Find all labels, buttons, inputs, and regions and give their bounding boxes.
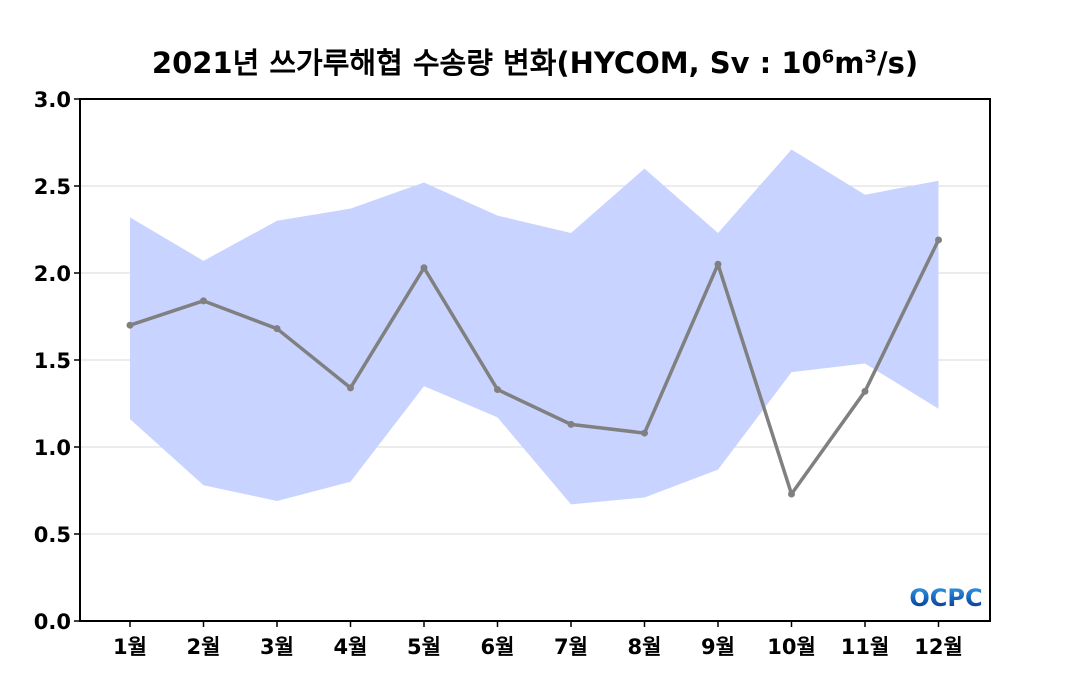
data-point [200,297,207,305]
data-point [347,384,354,392]
title-sup: 6 [821,46,835,68]
x-tick-label: 1월 [113,635,147,659]
title-text-end: /s) [877,46,919,80]
y-tick-label: 3.0 [34,88,71,112]
data-point [788,490,795,498]
y-tick-label: 2.0 [34,262,71,286]
x-tick-label: 10월 [767,635,816,659]
title-sup: 3 [864,46,877,68]
title-text: 2021년 쓰가루해협 수송량 변화(HYCOM, Sv : 10 [151,46,822,80]
x-tick-label: 12월 [914,635,963,659]
x-tick-label: 8월 [628,635,662,659]
data-point [126,321,134,329]
data-point [641,429,648,437]
data-point [567,420,575,428]
y-tick-label: 1.5 [34,349,71,373]
y-tick-label: 0.5 [34,523,71,547]
x-tick-label: 2월 [187,635,221,659]
series-line [129,239,941,496]
x-tick-label: 6월 [481,635,515,659]
y-tick-label: 2.5 [34,175,71,199]
data-point [935,236,942,244]
data-point [273,325,281,333]
range-band [130,149,939,505]
plot-frame [79,98,991,622]
x-tick-label: 4월 [334,635,368,659]
x-tick-label: 9월 [701,635,735,659]
data-point [420,264,428,272]
data-point [714,260,722,268]
x-tick-label: 5월 [407,635,441,659]
y-tick-label: 0.0 [34,610,71,634]
x-tick-label: 3월 [260,635,294,659]
x-tick-label: 11월 [841,635,890,659]
data-point [494,386,501,394]
chart-title: 2021년 쓰가루해협 수송량 변화(HYCOM, Sv : 106m3/s) [0,40,1070,82]
data-point [861,387,869,395]
x-tick-label: 7월 [554,635,588,659]
ocpc-logo: OCPC [909,584,982,612]
title-text-mid: m [834,46,865,80]
y-tick-label: 1.0 [34,436,71,460]
